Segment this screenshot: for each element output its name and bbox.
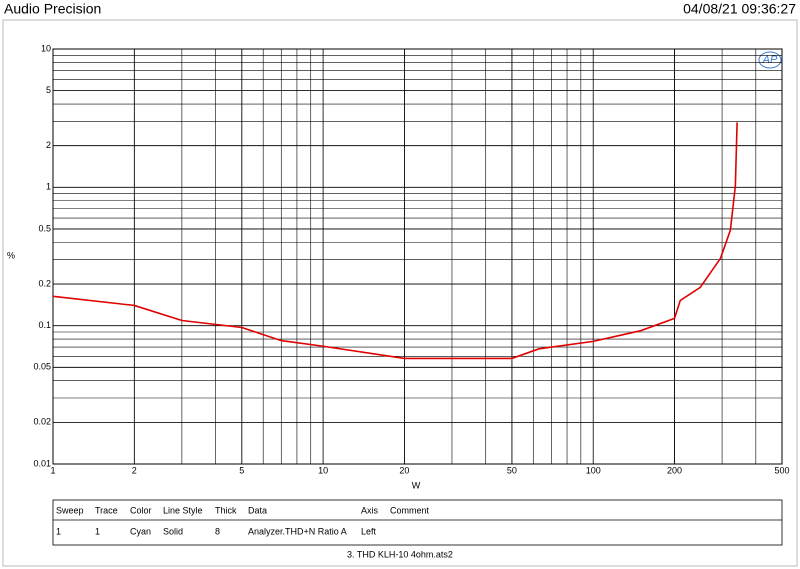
x-tick-label: 1	[50, 465, 55, 475]
table-header: Thick	[215, 505, 237, 515]
y-tick-label: 0.01	[33, 458, 51, 468]
table-header: Data	[248, 505, 267, 515]
x-tick-label: 20	[399, 465, 409, 475]
x-tick-label: 500	[774, 465, 789, 475]
header-right: 04/08/21 09:36:27	[683, 1, 796, 17]
y-tick-label: 0.2	[38, 278, 51, 288]
y-tick-label: 1	[46, 182, 51, 192]
y-tick-label: 0.02	[33, 417, 51, 427]
table-cell: Solid	[163, 526, 183, 536]
x-axis-label: W	[412, 480, 421, 490]
x-tick-label: 200	[667, 465, 682, 475]
table-cell: 1	[56, 526, 61, 536]
table-frame	[52, 499, 783, 546]
y-tick-label: 0.05	[33, 362, 51, 372]
logo: AP	[762, 54, 778, 66]
y-tick-label: 5	[46, 85, 51, 95]
y-tick-label: 0.5	[38, 223, 51, 233]
table-cell: 1	[95, 526, 100, 536]
table-header: Trace	[95, 505, 118, 515]
plot-frame	[52, 48, 783, 465]
x-tick-label: 10	[318, 465, 328, 475]
y-axis-label: %	[7, 250, 15, 260]
table-cell: Left	[361, 526, 377, 536]
page-frame	[2, 19, 798, 567]
table-header: Sweep	[56, 505, 84, 515]
header-left: Audio Precision	[4, 1, 101, 17]
table-header: Comment	[390, 505, 430, 515]
table-header: Axis	[361, 505, 379, 515]
x-tick-label: 50	[507, 465, 517, 475]
x-tick-label: 2	[132, 465, 137, 475]
x-tick-label: 5	[239, 465, 244, 475]
table-header: Color	[130, 505, 152, 515]
table-cell: Cyan	[130, 526, 151, 536]
x-tick-label: 100	[586, 465, 601, 475]
logo-ring	[758, 51, 782, 69]
footer: 3. THD KLH-10 4ohm.ats2	[347, 549, 453, 559]
y-tick-label: 2	[46, 140, 51, 150]
y-tick-label: 0.1	[38, 320, 51, 330]
y-tick-label: 10	[41, 43, 51, 53]
data-line	[52, 122, 738, 360]
table-header: Line Style	[163, 505, 203, 515]
table-cell: Analyzer.THD+N Ratio A	[248, 526, 347, 536]
table-cell: 8	[215, 526, 220, 536]
